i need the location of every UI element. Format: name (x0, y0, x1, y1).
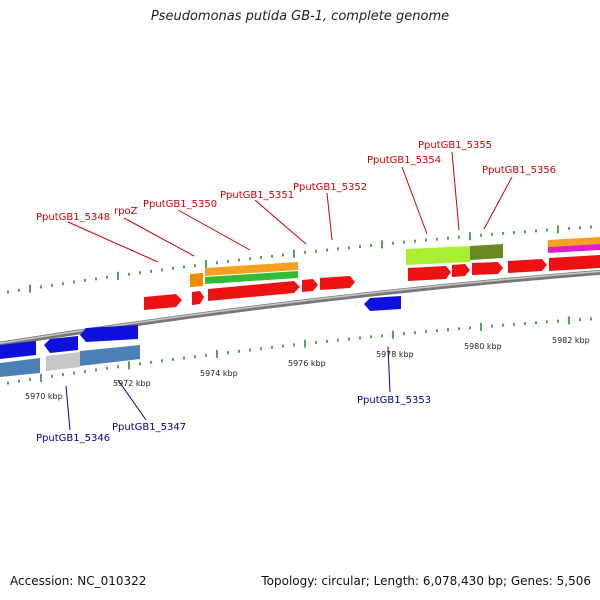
gene-PputGB1_5348[interactable] (144, 294, 182, 310)
scale-labels: 5970 kbp 5972 kbp 5974 kbp 5976 kbp 5978… (25, 336, 590, 401)
gene-PputGB1_5356[interactable] (472, 262, 503, 275)
feature-lime (406, 246, 470, 265)
feature-steelblue-a (0, 358, 40, 377)
feature-orange-small (190, 273, 203, 287)
backbone (0, 269, 600, 347)
upper-features (190, 237, 600, 287)
forward-gene-labels: PputGB1_5348 rpoZ PputGB1_5350 PputGB1_5… (36, 140, 556, 223)
gene-PputGB1_5346-b[interactable] (44, 336, 78, 353)
label-PputGB1_5352: PputGB1_5352 (293, 182, 367, 193)
gene-PputGB1_5352[interactable] (320, 276, 355, 290)
forward-genes (144, 255, 600, 310)
feature-olive (470, 244, 503, 260)
label-PputGB1_5354: PputGB1_5354 (367, 155, 441, 166)
label-PputGB1_5347: PputGB1_5347 (112, 422, 186, 433)
forward-leader-lines (67, 151, 513, 263)
label-PputGB1_5348: PputGB1_5348 (36, 212, 110, 223)
gene-forward-extra-b[interactable] (549, 255, 600, 271)
label-PputGB1_5346: PputGB1_5346 (36, 433, 110, 444)
scale-label-5978: 5978 kbp (376, 350, 414, 359)
scale-label-5976: 5976 kbp (288, 359, 326, 368)
reverse-leader-lines (65, 346, 391, 431)
reverse-gene-labels: PputGB1_5346 PputGB1_5347 PputGB1_5353 (36, 395, 431, 444)
gene-PputGB1_5353[interactable] (364, 296, 401, 311)
tick-row-bottom (7, 316, 592, 385)
scale-label-5980: 5980 kbp (464, 342, 502, 351)
label-PputGB1_5353: PputGB1_5353 (357, 395, 431, 406)
label-PputGB1_5350: PputGB1_5350 (143, 199, 217, 210)
gene-PputGB1_5351[interactable] (302, 279, 318, 292)
label-PputGB1_5351: PputGB1_5351 (220, 190, 294, 201)
feature-green (205, 271, 298, 284)
accession-text: Accession: NC_010322 (10, 574, 147, 588)
label-PputGB1_5356: PputGB1_5356 (482, 165, 556, 176)
tick-row-top (7, 225, 592, 294)
gene-PputGB1_5350[interactable] (208, 281, 300, 301)
feature-magenta (548, 244, 600, 253)
gene-PputGB1_5354[interactable] (408, 266, 451, 281)
feature-orange-right (548, 237, 600, 247)
gene-PputGB1_5347[interactable] (80, 325, 138, 342)
map-title: Pseudomonas putida GB-1, complete genome (150, 9, 450, 24)
scale-label-5974: 5974 kbp (200, 369, 238, 378)
reverse-genes (0, 296, 401, 377)
scale-label-5982: 5982 kbp (552, 336, 590, 345)
label-PputGB1_5355: PputGB1_5355 (418, 140, 492, 151)
label-rpoZ: rpoZ (114, 206, 138, 217)
scale-label-5972: 5972 kbp (113, 379, 151, 388)
genome-summary-text: Topology: circular; Length: 6,078,430 bp… (261, 574, 591, 588)
feature-steelblue-b (80, 345, 140, 366)
gene-forward-extra-a[interactable] (508, 259, 547, 273)
gene-PputGB1_5346-a[interactable] (0, 341, 36, 359)
gene-PputGB1_5355[interactable] (452, 264, 470, 277)
gene-rpoZ[interactable] (192, 291, 204, 305)
feature-orange (205, 262, 298, 276)
scale-label-5970: 5970 kbp (25, 392, 63, 401)
feature-grey (46, 352, 80, 371)
